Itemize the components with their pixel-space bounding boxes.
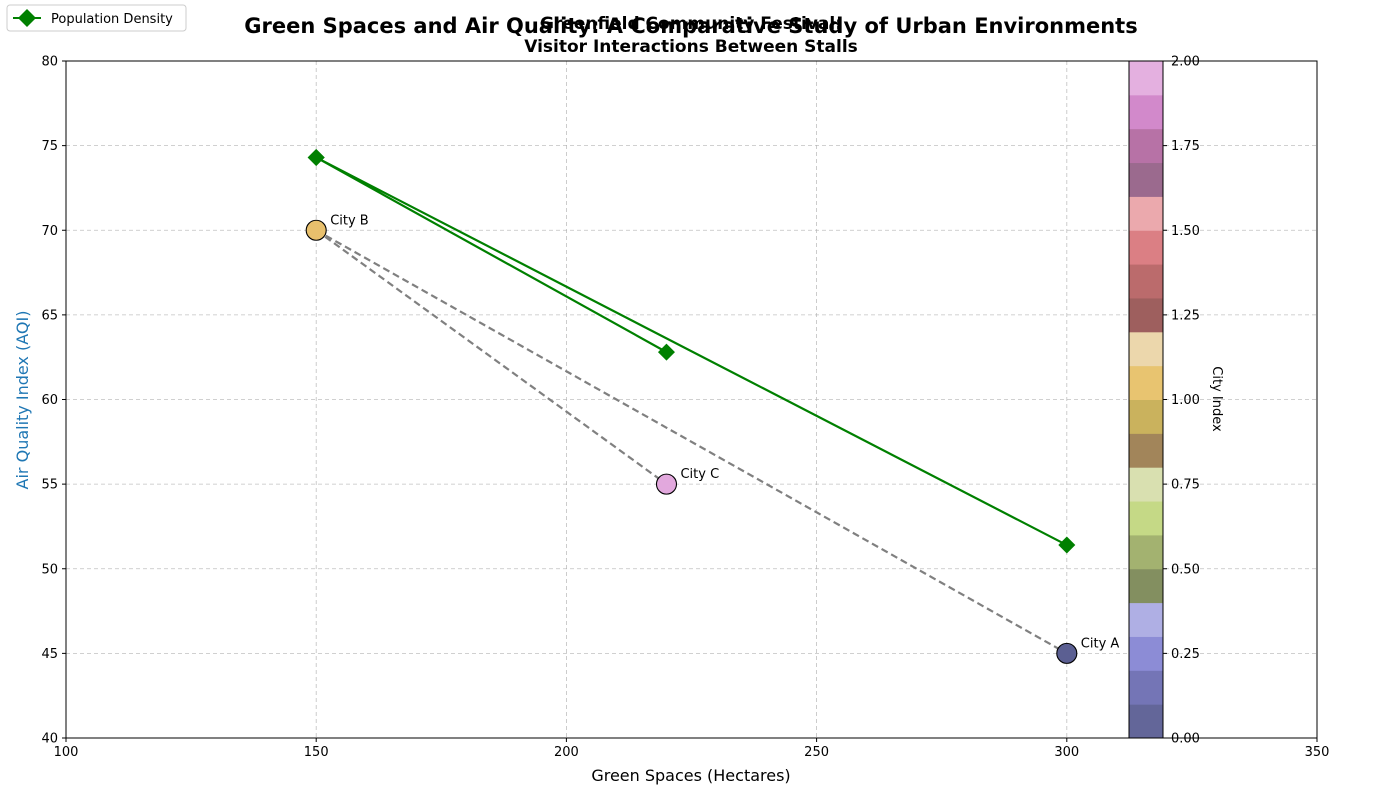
colorbar-tick-label: 0.75: [1171, 478, 1200, 493]
chart-title: Green Spaces and Air Quality: A Comparat…: [244, 14, 1137, 38]
legend-box: [6, 4, 187, 32]
colorbar-segment: [1129, 670, 1163, 705]
city-point: [305, 219, 327, 241]
colorbar-segment: [1129, 467, 1163, 502]
y-tick-label: 60: [41, 393, 58, 408]
x-tick-label: 200: [554, 745, 579, 760]
y-tick-label: 75: [41, 139, 58, 154]
y-axis-ticks: 40 45 50 55 60 65 70 75 80: [41, 55, 66, 747]
y-axis-label: Air Quality Index (AQI): [13, 311, 32, 490]
colorbar-segment: [1129, 433, 1163, 468]
colorbar-tick-label: 0.00: [1171, 732, 1200, 747]
series-layer: [307, 148, 1076, 554]
city-point: [655, 473, 678, 495]
colorbar-segment: [1129, 704, 1163, 739]
colorbar-segment: [1129, 399, 1163, 434]
x-axis-ticks: 100 150 200 250 300 350: [54, 738, 1330, 760]
overlay-title-line1: Greenfield Community Festival:: [540, 14, 842, 34]
colorbar-segment: [1129, 128, 1163, 164]
y-tick-label: 55: [41, 478, 58, 493]
legend: Population Density: [6, 4, 187, 32]
series-marker: [307, 148, 325, 166]
y-tick-label: 40: [41, 732, 58, 747]
series-line: [315, 156, 1068, 547]
y-tick-label: 70: [41, 224, 58, 239]
connection-lines: [315, 229, 1068, 655]
x-tick-label: 300: [1054, 745, 1079, 760]
y-tick-label: 45: [41, 647, 58, 662]
colorbar-segment: [1129, 568, 1163, 604]
colorbar-label: City Index: [1209, 366, 1224, 432]
colorbar-segment: [1129, 230, 1163, 265]
colorbar-segment: [1129, 331, 1163, 367]
connection-line: [315, 229, 1068, 655]
series-marker: [657, 343, 675, 361]
series-marker: [1058, 536, 1076, 554]
colorbar-tick-label: 1.50: [1171, 224, 1200, 239]
colorbar-tick-label: 1.75: [1171, 139, 1200, 154]
colorbar-tick-label: 0.25: [1171, 647, 1200, 662]
colorbar-segment: [1129, 94, 1163, 130]
legend-label: Population Density: [51, 12, 173, 27]
overlay-title-line2: Visitor Interactions Between Stalls: [524, 37, 858, 57]
colorbar-segment: [1129, 297, 1163, 333]
connection-line: [315, 229, 668, 486]
x-tick-label: 250: [804, 745, 829, 760]
x-axis-label: Green Spaces (Hectares): [591, 766, 790, 785]
x-tick-label: 150: [304, 745, 329, 760]
x-tick-label: 350: [1305, 745, 1330, 760]
colorbar-segment: [1129, 602, 1163, 637]
colorbar-segment: [1129, 196, 1163, 231]
city-label: City C: [680, 467, 719, 482]
points-layer: City A City B City C: [305, 213, 1120, 664]
y-tick-label: 80: [41, 55, 58, 70]
colorbar-segment: [1129, 61, 1163, 96]
x-tick-label: 100: [54, 745, 79, 760]
legend-diamond-marker: [18, 9, 36, 27]
colorbar-segment: [1129, 365, 1163, 400]
city-label: City A: [1081, 636, 1120, 651]
city-label: City B: [330, 213, 369, 228]
colorbar-segment: [1129, 636, 1163, 671]
colorbar-tick-label: 1.25: [1171, 308, 1200, 323]
colorbar: 0.00 0.25 0.50 0.75 1.00 1.25 1.50 1.75 2.00: [1128, 55, 1200, 747]
colorbar-segment: [1129, 264, 1163, 299]
y-tick-label: 65: [41, 308, 58, 323]
colorbar-segment: [1129, 501, 1163, 536]
colorbar-tick-label: 2.00: [1171, 55, 1200, 70]
colorbar-tick-label: 1.00: [1171, 393, 1200, 408]
colorbar-segment: [1129, 162, 1163, 197]
colorbar-tick-label: 0.50: [1171, 562, 1200, 577]
colorbar-segment: [1129, 534, 1163, 570]
city-point: [1056, 642, 1078, 664]
y-tick-label: 50: [41, 562, 58, 577]
